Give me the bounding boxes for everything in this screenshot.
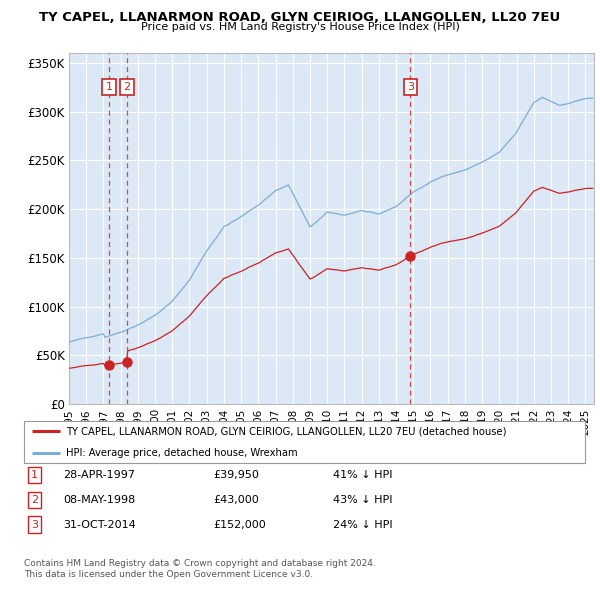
- Text: £152,000: £152,000: [213, 520, 266, 529]
- Text: £39,950: £39,950: [213, 470, 259, 480]
- Text: 31-OCT-2014: 31-OCT-2014: [63, 520, 136, 529]
- Text: 3: 3: [31, 520, 38, 529]
- Text: TY CAPEL, LLANARMON ROAD, GLYN CEIRIOG, LLANGOLLEN, LL20 7EU: TY CAPEL, LLANARMON ROAD, GLYN CEIRIOG, …: [40, 11, 560, 24]
- Text: TY CAPEL, LLANARMON ROAD, GLYN CEIRIOG, LLANGOLLEN, LL20 7EU (detached house): TY CAPEL, LLANARMON ROAD, GLYN CEIRIOG, …: [66, 427, 506, 436]
- Text: 1: 1: [106, 82, 112, 92]
- Text: £43,000: £43,000: [213, 495, 259, 504]
- Text: 2: 2: [31, 495, 38, 504]
- Text: 2: 2: [123, 82, 130, 92]
- Text: HPI: Average price, detached house, Wrexham: HPI: Average price, detached house, Wrex…: [66, 448, 298, 457]
- Text: 1: 1: [31, 470, 38, 480]
- Text: 43% ↓ HPI: 43% ↓ HPI: [333, 495, 392, 504]
- Text: 08-MAY-1998: 08-MAY-1998: [63, 495, 135, 504]
- Text: 28-APR-1997: 28-APR-1997: [63, 470, 135, 480]
- Text: This data is licensed under the Open Government Licence v3.0.: This data is licensed under the Open Gov…: [24, 571, 313, 579]
- Text: Price paid vs. HM Land Registry's House Price Index (HPI): Price paid vs. HM Land Registry's House …: [140, 22, 460, 32]
- Text: 24% ↓ HPI: 24% ↓ HPI: [333, 520, 392, 529]
- Text: 3: 3: [407, 82, 414, 92]
- Text: 41% ↓ HPI: 41% ↓ HPI: [333, 470, 392, 480]
- Text: Contains HM Land Registry data © Crown copyright and database right 2024.: Contains HM Land Registry data © Crown c…: [24, 559, 376, 568]
